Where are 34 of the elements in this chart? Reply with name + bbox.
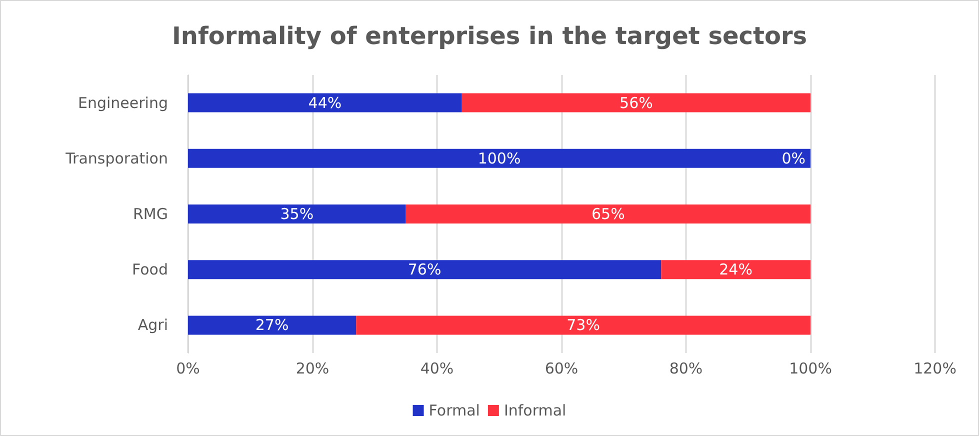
- y-tick-label: Agri: [138, 316, 168, 334]
- data-label: 0%: [782, 149, 806, 168]
- y-tick-label: Food: [132, 260, 168, 279]
- data-label: 24%: [719, 260, 752, 279]
- bar: [661, 260, 810, 280]
- chart-title: Informality of enterprises in the target sectors: [172, 22, 808, 50]
- bar: [188, 148, 810, 168]
- bar: [188, 316, 356, 335]
- y-tick-label: RMG: [133, 205, 168, 223]
- bar: [462, 93, 810, 112]
- bar: [356, 316, 810, 335]
- legend-label: Informal: [504, 402, 566, 420]
- x-tick-label: 0%: [176, 360, 200, 378]
- bar: [406, 204, 810, 224]
- data-label: 35%: [280, 205, 314, 223]
- x-tick-label: 100%: [789, 360, 832, 378]
- data-label: 100%: [478, 149, 521, 168]
- data-label: 44%: [308, 94, 342, 112]
- data-label: 27%: [255, 316, 289, 334]
- x-tick-label: 20%: [296, 360, 330, 378]
- y-tick-label: Transporation: [64, 149, 168, 168]
- x-tick-label: 80%: [669, 360, 703, 378]
- x-tick-label: 120%: [914, 360, 956, 378]
- bar: [188, 260, 662, 280]
- data-label: 56%: [620, 94, 653, 112]
- legend-label: Formal: [428, 402, 480, 420]
- data-label: 65%: [592, 205, 625, 223]
- data-label: 73%: [566, 316, 600, 334]
- x-tick-label: 40%: [420, 360, 454, 378]
- bar: [188, 204, 406, 224]
- data-label: 76%: [408, 260, 442, 279]
- bar: [188, 93, 462, 112]
- y-tick-label: Engineering: [78, 94, 168, 112]
- x-tick-label: 60%: [544, 360, 578, 378]
